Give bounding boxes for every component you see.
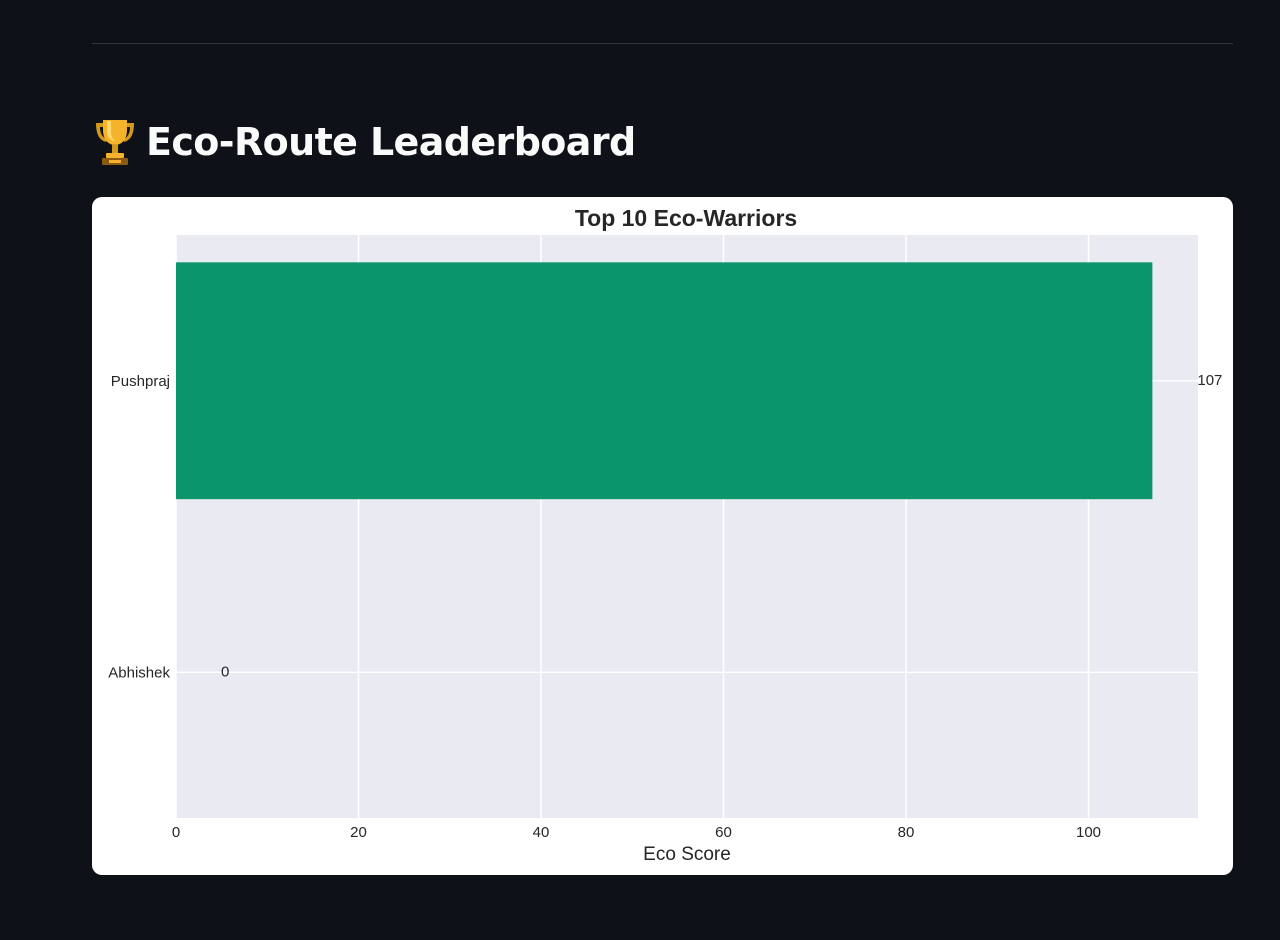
page-header: Eco-Route Leaderboard [92,112,636,172]
x-axis-label: Eco Score [643,844,731,865]
bar-pushpraj [176,262,1153,500]
x-tick-label: 40 [533,824,550,841]
value-labels: 107 0 [221,372,1222,681]
chart-title: Top 10 Eco-Warriors [575,205,797,231]
x-tick-label: 100 [1076,824,1101,841]
y-tick-label: Abhishek [108,664,170,681]
value-label: 0 [221,663,229,680]
top-divider [92,43,1233,44]
bar-chart: 0 20 40 60 80 100 Pushpraj Abhishek 107 0 Top 1… [108,205,1222,865]
x-tick-label: 20 [350,824,367,841]
trophy-icon [96,120,134,165]
page-title: Eco-Route Leaderboard [146,120,636,164]
x-tick-label: 0 [172,824,180,841]
chart-card: 0 20 40 60 80 100 Pushpraj Abhishek 107 0 Top 1… [92,197,1233,875]
bars [176,262,1153,500]
x-axis-ticks: 0 20 40 60 80 100 [172,824,1101,841]
x-tick-label: 60 [715,824,732,841]
value-label: 107 [1197,372,1222,389]
x-tick-label: 80 [898,824,915,841]
y-axis-ticks: Pushpraj Abhishek [108,373,170,682]
y-tick-label: Pushpraj [111,373,170,390]
